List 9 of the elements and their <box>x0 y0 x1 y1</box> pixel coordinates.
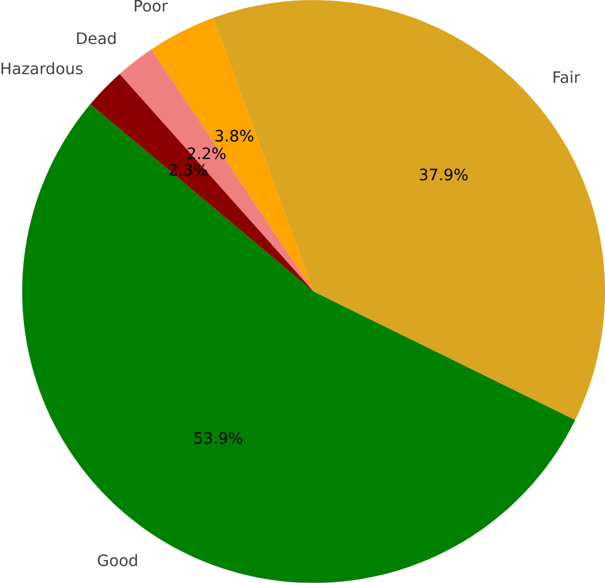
slice-label: Dead <box>77 32 116 44</box>
slice-label: Good <box>98 554 137 566</box>
data-label: 53.9% <box>194 432 242 444</box>
data-label: 2.2% <box>188 147 226 160</box>
data-label: 37.9% <box>420 168 468 180</box>
slice-label: Fair <box>554 70 580 84</box>
slice-label: Hazardous <box>2 62 82 74</box>
slice-label: Poor <box>134 0 168 12</box>
data-label: 3.8% <box>215 130 254 142</box>
